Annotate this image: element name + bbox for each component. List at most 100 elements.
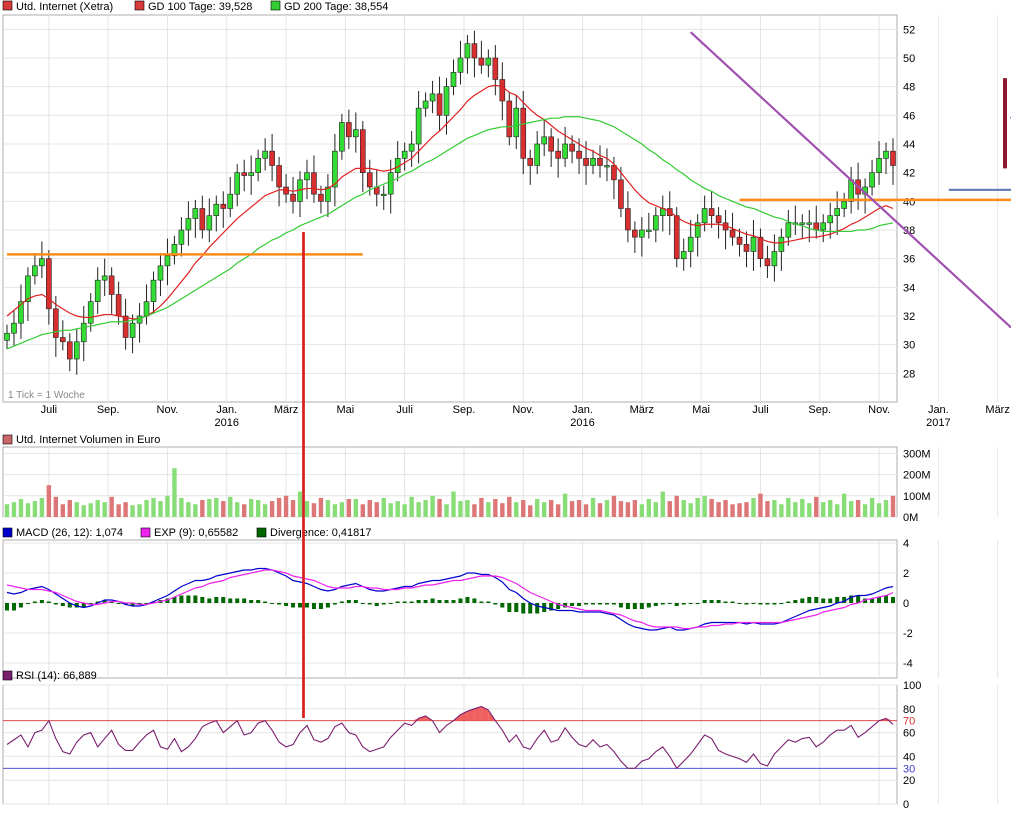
divergence-bar (604, 603, 609, 605)
divergence-bar (67, 603, 72, 608)
volume-bar (165, 495, 170, 517)
candle-body (701, 208, 708, 224)
candle-body (590, 158, 596, 166)
candle-body (11, 322, 17, 334)
volume-bar (228, 496, 233, 517)
candle-body (25, 275, 31, 302)
x-tick-label: Mai (692, 404, 710, 416)
volume-bar (276, 497, 282, 517)
year-label: 2016 (570, 417, 594, 429)
volume-bar (576, 500, 582, 517)
candle-body (597, 158, 603, 166)
volume-bar (4, 504, 10, 517)
volume-bar (541, 502, 547, 517)
divergence-bar (500, 603, 505, 608)
volume-bar (74, 502, 79, 517)
candle-body (869, 172, 875, 188)
candle-body (46, 258, 52, 310)
volume-bar (381, 497, 386, 517)
divergence-bar (465, 597, 470, 603)
divergence-bar (723, 601, 728, 603)
divergence-bar (53, 603, 58, 605)
volume-y-tick: 0M (903, 512, 918, 524)
volume-bar (32, 501, 38, 517)
trendline (689, 31, 1011, 329)
volume-bar (137, 504, 142, 517)
x-tick-label: Nov. (868, 404, 890, 416)
rsi-y-tick: 100 (903, 680, 921, 692)
volume-bar (625, 502, 631, 517)
volume-bar (723, 500, 728, 517)
volume-bar (639, 504, 645, 517)
divergence-bar (270, 603, 275, 604)
candle-body (269, 150, 275, 166)
candle-body (429, 93, 436, 102)
candle-body (883, 150, 889, 159)
divergence-bar (46, 601, 51, 603)
divergence-bar (521, 603, 526, 614)
candle-body (227, 193, 234, 209)
panel-frame-vol (2, 446, 898, 518)
divergence-bar (709, 600, 714, 603)
divergence-bar (584, 603, 589, 605)
volume-bar (646, 498, 652, 517)
candle-body (60, 337, 66, 343)
divergence-bar (828, 598, 833, 603)
volume-bar (353, 498, 359, 517)
candle-body (199, 208, 206, 231)
divergence-bar (821, 598, 826, 603)
candle-body (4, 332, 10, 341)
candle-body (548, 136, 554, 152)
candle-body (178, 229, 185, 245)
divergence-bar (625, 603, 630, 609)
divergence-bar (144, 603, 149, 604)
volume-bar (262, 504, 268, 517)
volume-bar (172, 468, 177, 517)
macd-y-tick: -2 (903, 628, 913, 640)
divergence-bar (207, 598, 212, 603)
volume-bar (751, 497, 756, 517)
divergence-bar (353, 600, 358, 603)
candle-body (436, 93, 443, 116)
divergence-bar (716, 600, 721, 603)
volume-bar (214, 497, 219, 517)
candle-body (750, 236, 757, 252)
candle-body (653, 215, 659, 231)
divergence-bar (60, 603, 65, 606)
volume-bar (269, 501, 275, 517)
volume-bar (221, 501, 226, 517)
price-y-tick: 36 (903, 254, 915, 266)
divergence-bar (130, 603, 135, 606)
volume-bar (451, 491, 456, 517)
volume-bar (144, 500, 149, 517)
divergence-bar (11, 603, 16, 611)
divergence-bar (744, 603, 749, 605)
volume-bar (374, 502, 379, 517)
x-tick-label: Nov. (512, 404, 534, 416)
volume-bar (290, 500, 296, 517)
divergence-bar (653, 603, 658, 606)
volume-bar (430, 495, 435, 517)
candle-body (806, 222, 813, 225)
volume-bar (814, 496, 819, 517)
divergence-bar (681, 603, 686, 605)
divergence-bar (137, 603, 142, 605)
candle-body (743, 244, 750, 252)
price-y-tick: 32 (903, 311, 915, 323)
volume-bar (674, 495, 679, 517)
x-tick-label: Sep. (453, 404, 476, 416)
volume-bar (11, 502, 17, 517)
candle-body (366, 172, 373, 188)
divergence-bar (849, 595, 854, 603)
volume-bar (855, 500, 861, 517)
divergence-bar (367, 603, 372, 605)
volume-bar (841, 493, 847, 517)
candle-body (499, 79, 506, 102)
candle-body (687, 236, 694, 252)
candle-body (464, 43, 471, 59)
candle-body (213, 203, 220, 216)
divergence-bar (807, 597, 812, 603)
divergence-bar (311, 603, 316, 609)
x-tick-label: Sep. (808, 404, 831, 416)
divergence-bar (284, 603, 289, 606)
